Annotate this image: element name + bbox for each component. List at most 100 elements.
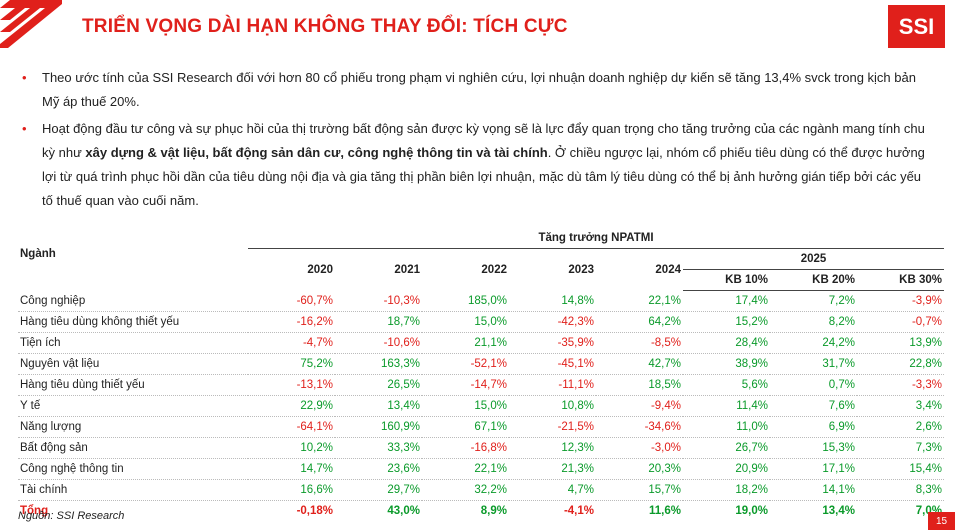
sector: Hàng tiêu dùng không thiết yếu <box>18 311 248 333</box>
growth-value: -3,3% <box>857 374 944 396</box>
table-row: Tiện ích -4,7% -10,6% 21,1% -35,9% -8,5% 28,4%… <box>18 332 944 354</box>
growth-value: -0,7% <box>857 311 944 333</box>
growth-value: 32,2% <box>422 479 509 501</box>
title: TRIỂN VỌNG DÀI HẠN KHÔNG THAY ĐỔI: TÍCH … <box>82 16 568 37</box>
growth-value: -34,6% <box>596 416 683 438</box>
growth-value: 15,3% <box>770 437 857 459</box>
growth-value: 31,7% <box>770 353 857 375</box>
table-row: Công nghiệp -60,7% -10,3% 185,0% 14,8% 22,1% 1… <box>18 290 944 312</box>
growth-value: 22,8% <box>857 353 944 375</box>
growth-value: 15,7% <box>596 479 683 501</box>
table-body: Công nghiệp -60,7% -10,3% 185,0% 14,8% 22,1% 1… <box>18 290 944 522</box>
growth-value: 160,9% <box>335 416 422 438</box>
table-row: Tài chính 16,6% 29,7% 32,2% 4,7% 15,7% 18,2% 14… <box>18 479 944 501</box>
table-row: Năng lượng -64,1% 160,9% 67,1% -21,5% -34,6% 1… <box>18 416 944 438</box>
growth-value: -8,5% <box>596 332 683 354</box>
growth-value: -4,1% <box>563 505 594 517</box>
growth-value: 22,1% <box>422 458 509 480</box>
sector: Tổng <box>20 505 49 517</box>
growth-value: -16,2% <box>248 311 335 333</box>
growth-value: -14,7% <box>422 374 509 396</box>
header-row: Ngành Tăng trưởng NPATMI <box>18 228 944 260</box>
logo: SSI <box>888 5 945 48</box>
header-row: KB 10% KB 20% KB 30% <box>18 269 944 291</box>
sector: Công nghiệp <box>18 290 248 312</box>
growth-value: 3,4% <box>857 395 944 417</box>
growth-value: 17,4% <box>683 290 770 312</box>
growth-value: 75,2% <box>248 353 335 375</box>
growth-value: -3,0% <box>596 437 683 459</box>
growth-value: 14,1% <box>770 479 857 501</box>
growth-value: 20,3% <box>596 458 683 480</box>
growth-value: 8,9% <box>480 505 507 517</box>
growth-value: 4,7% <box>509 479 596 501</box>
growth-value: 29,7% <box>335 479 422 501</box>
growth-value: -21,5% <box>509 416 596 438</box>
growth-value: 67,1% <box>422 416 509 438</box>
growth-value: 7,3% <box>857 437 944 459</box>
growth-value: 24,2% <box>770 332 857 354</box>
growth-value: -10,3% <box>335 290 422 312</box>
growth-value: 12,3% <box>509 437 596 459</box>
growth-value: -35,9% <box>509 332 596 354</box>
sector: Y tế <box>18 395 248 417</box>
growth-value: 18,5% <box>596 374 683 396</box>
growth-value: -52,1% <box>422 353 509 375</box>
growth-value: 18,2% <box>683 479 770 501</box>
growth-value: 11,6% <box>649 505 681 517</box>
growth-value: 13,9% <box>857 332 944 354</box>
growth-value: 26,5% <box>335 374 422 396</box>
growth-value: 43,0% <box>387 505 420 517</box>
growth-value: -11,1% <box>509 374 596 396</box>
growth-value: 8,3% <box>857 479 944 501</box>
growth-value: 42,7% <box>596 353 683 375</box>
table-header: Ngành Tăng trưởng NPATMI 2020 2021 2022 2023 2… <box>18 228 944 291</box>
scenario: KB 10% <box>683 269 770 291</box>
source: Nguồn: SSI Research <box>18 510 125 522</box>
growth-value: 22,1% <box>596 290 683 312</box>
growth-value: 21,1% <box>422 332 509 354</box>
growth-value: -13,1% <box>248 374 335 396</box>
growth-value: -45,1% <box>509 353 596 375</box>
growth-table: Ngành Tăng trưởng NPATMI 2020 2021 2022 2023 2… <box>18 228 944 521</box>
year: 2023 <box>568 263 594 276</box>
growth-value: 20,9% <box>683 458 770 480</box>
growth-value: 33,3% <box>335 437 422 459</box>
bold-text: xây dựng & vật liệu, bất động sản dân cư… <box>85 145 548 160</box>
year: 2024 <box>655 263 681 276</box>
table-row: Y tế 22,9% 13,4% 15,0% 10,8% -9,4% 11,4% 7,6% 3,… <box>18 395 944 417</box>
sector: Bất động sản <box>18 437 248 459</box>
sector: Năng lượng <box>18 416 248 438</box>
page-number: 15 <box>928 512 955 530</box>
growth-value: 21,3% <box>509 458 596 480</box>
growth-value: -9,4% <box>596 395 683 417</box>
growth-value: -16,8% <box>422 437 509 459</box>
sector: Nguyên vật liệu <box>18 353 248 375</box>
table-row: Công nghệ thông tin 14,7% 23,6% 22,1% 21,3% 2… <box>18 458 944 480</box>
bullet: Theo ước tính của SSI Research đối với h… <box>22 66 927 114</box>
growth-value: 26,7% <box>683 437 770 459</box>
text: Hoạt động đầu tư công và sự phục hồi của… <box>42 121 925 160</box>
growth-value: 17,1% <box>770 458 857 480</box>
growth-value: 6,9% <box>770 416 857 438</box>
growth-value: 13,4% <box>335 395 422 417</box>
growth-value: 14,7% <box>248 458 335 480</box>
group-header: Tăng trưởng NPATMI <box>248 228 944 249</box>
growth-value: -10,6% <box>335 332 422 354</box>
growth-value: 0,7% <box>770 374 857 396</box>
bullet-list: Theo ước tính của SSI Research đối với h… <box>22 66 927 216</box>
year: 2021 <box>394 263 420 276</box>
growth-value: 23,6% <box>335 458 422 480</box>
growth-value: 38,9% <box>683 353 770 375</box>
growth-value: 163,3% <box>335 353 422 375</box>
growth-value: 18,7% <box>335 311 422 333</box>
growth-value: -64,1% <box>248 416 335 438</box>
text: . Ở chiều ngược lại, nhóm cổ phiếu tiêu … <box>42 145 925 208</box>
growth-value: 8,2% <box>770 311 857 333</box>
growth-value: -4,7% <box>248 332 335 354</box>
growth-value: 64,2% <box>596 311 683 333</box>
growth-value: 15,0% <box>422 395 509 417</box>
growth-value: -3,9% <box>857 290 944 312</box>
growth-value: 19,0% <box>735 505 768 517</box>
